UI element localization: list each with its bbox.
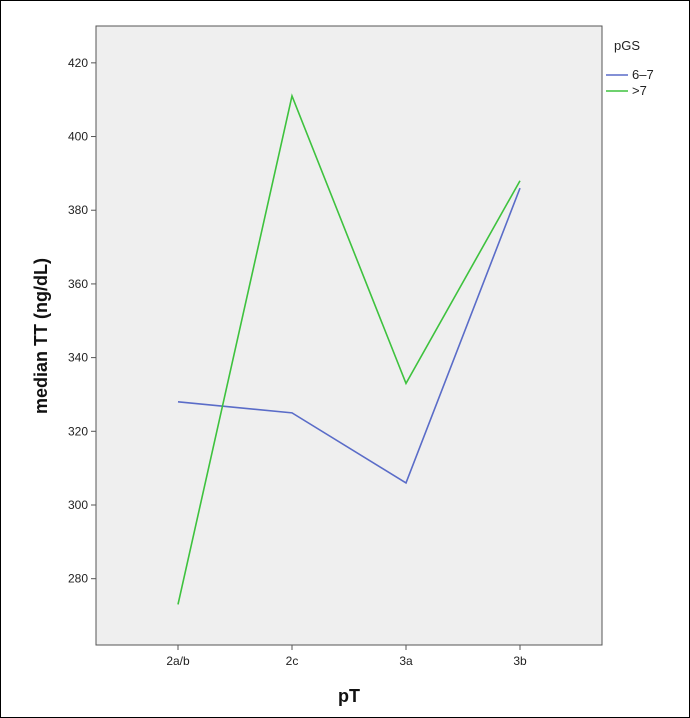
y-tick-label-380: 380 — [68, 203, 88, 217]
legend-label-6-7: 6–7 — [632, 67, 654, 82]
y-tick-label-340: 340 — [68, 351, 88, 365]
legend-title: pGS — [614, 38, 640, 53]
legend-label-gt7: >7 — [632, 83, 647, 98]
legend: pGS 6–7 >7 — [606, 38, 654, 98]
y-axis: 280 300 320 340 360 380 400 420 — [68, 56, 96, 586]
y-tick-label-400: 400 — [68, 130, 88, 144]
series-lines — [177, 93, 521, 605]
y-tick-label-360: 360 — [68, 277, 88, 291]
y-tick-label-280: 280 — [68, 572, 88, 586]
x-axis-title: pT — [338, 686, 360, 706]
y-tick-label-420: 420 — [68, 56, 88, 70]
series-line-1 — [177, 93, 521, 605]
y-tick-label-300: 300 — [68, 498, 88, 512]
x-tick-label-2: 3a — [399, 654, 413, 668]
y-axis-title: median TT (ng/dL) — [31, 258, 51, 414]
x-tick-label-1: 2c — [286, 654, 299, 668]
x-axis: 2a/b 2c 3a 3b — [166, 645, 527, 668]
x-tick-label-0: 2a/b — [166, 654, 190, 668]
series-line-0 — [177, 187, 521, 485]
x-tick-label-3: 3b — [513, 654, 527, 668]
y-tick-label-320: 320 — [68, 424, 88, 438]
plot-area — [95, 25, 603, 646]
